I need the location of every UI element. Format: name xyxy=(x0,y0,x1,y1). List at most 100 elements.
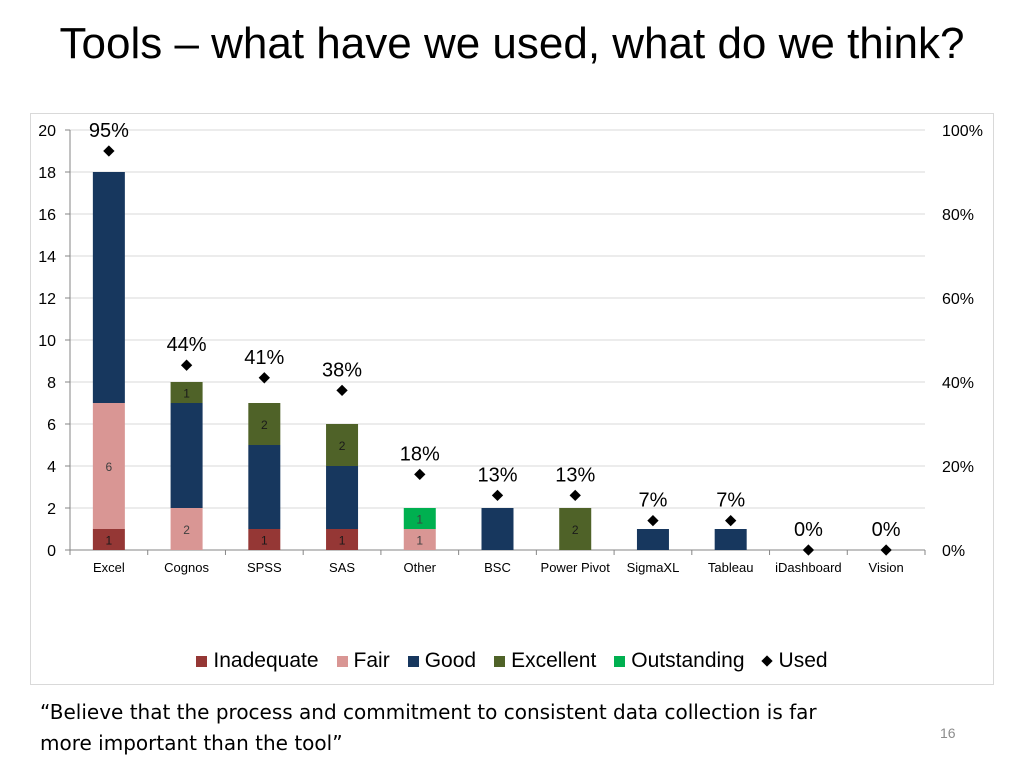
used-data-label: 13% xyxy=(477,464,517,486)
used-data-label: 0% xyxy=(794,519,823,541)
used-marker xyxy=(880,544,892,556)
used-data-label: 95% xyxy=(89,120,129,142)
y2-tick-label: 60% xyxy=(942,291,974,308)
used-data-label: 41% xyxy=(244,347,284,369)
bar-data-label: 1 xyxy=(183,387,190,401)
used-marker xyxy=(491,489,504,502)
x-tick-label: Excel xyxy=(93,560,125,575)
bar-segment-good xyxy=(714,529,747,550)
used-marker xyxy=(569,489,581,502)
bar-data-label: 1 xyxy=(416,513,423,527)
used-marker xyxy=(802,544,815,556)
bar-segment-inadequate xyxy=(92,529,125,550)
y-tick-label: 4 xyxy=(47,459,56,476)
y-tick-label: 6 xyxy=(47,417,56,434)
bar-segment-fair xyxy=(403,529,436,550)
bar-segment-excellent xyxy=(170,382,203,403)
y2-tick-label: 80% xyxy=(942,207,974,224)
bar-segment-fair xyxy=(92,403,125,529)
x-tick-label: iDashboard xyxy=(775,560,842,575)
legend-item-used: Used xyxy=(760,649,828,673)
bar-data-label: 2 xyxy=(339,439,346,453)
used-data-label: 0% xyxy=(872,519,901,541)
legend-item-excellent: Excellent xyxy=(494,649,596,673)
legend-swatch-fair xyxy=(336,655,348,667)
y-tick-label: 18 xyxy=(38,165,56,182)
used-marker xyxy=(414,468,426,481)
bar-segment-good xyxy=(170,403,203,508)
bar-segment-inadequate xyxy=(326,529,359,550)
x-tick-label: SPSS xyxy=(247,560,282,575)
x-tick-label: Vision xyxy=(869,560,904,575)
legend-swatch-good xyxy=(407,655,419,667)
used-marker xyxy=(336,384,348,397)
used-data-label: 18% xyxy=(400,443,440,465)
used-data-label: 38% xyxy=(322,359,362,381)
legend-swatch-inadequate xyxy=(196,655,208,667)
bar-segment-good xyxy=(248,445,281,529)
bar-data-label: 1 xyxy=(339,534,346,548)
bar-data-label: 2 xyxy=(261,418,268,432)
x-tick-label: Tableau xyxy=(708,560,754,575)
y-tick-label: 14 xyxy=(38,249,56,266)
legend-label-used: Used xyxy=(778,649,828,672)
used-marker xyxy=(258,372,270,384)
used-marker xyxy=(103,145,115,157)
used-data-label: 7% xyxy=(639,490,668,512)
used-data-label: 7% xyxy=(716,490,745,512)
legend-label-outstanding: Outstanding xyxy=(631,649,745,672)
legend-swatch-outstanding xyxy=(614,655,626,667)
y-tick-label: 12 xyxy=(38,291,56,308)
x-tick-label: SigmaXL xyxy=(627,560,680,575)
x-tick-label: BSC xyxy=(484,560,511,575)
y2-tick-label: 20% xyxy=(942,459,974,476)
bar-segment-excellent xyxy=(248,403,281,445)
x-tick-label: SAS xyxy=(329,560,355,575)
bar-data-label: 2 xyxy=(183,523,190,537)
bar-data-label: 6 xyxy=(106,460,113,474)
legend-label-excellent: Excellent xyxy=(511,649,597,672)
bar-segment-inadequate xyxy=(248,529,281,550)
x-tick-label: Other xyxy=(404,560,437,575)
slide-title: Tools – what have we used, what do we th… xyxy=(59,19,965,68)
legend-swatch-excellent xyxy=(494,655,506,667)
quote-text: “Believe that the process and commitment… xyxy=(40,700,817,755)
bar-data-label: 2 xyxy=(572,523,579,537)
page-number: 16 xyxy=(940,725,956,741)
legend-item-good: Good xyxy=(407,649,477,673)
used-marker xyxy=(647,514,659,527)
x-tick-label: Power Pivot xyxy=(541,560,611,575)
bar-segment-excellent xyxy=(559,508,592,550)
legend-diamond-used xyxy=(760,655,773,667)
y2-tick-label: 0% xyxy=(942,543,965,560)
bar-segment-excellent xyxy=(326,424,359,466)
y-tick-label: 0 xyxy=(47,543,56,560)
legend-label-inadequate: Inadequate xyxy=(213,649,319,672)
used-data-label: 13% xyxy=(555,464,595,486)
bar-segment-good xyxy=(92,172,125,403)
bar-segment-good xyxy=(481,508,514,550)
y-tick-label: 10 xyxy=(38,333,56,350)
bar-segment-outstanding xyxy=(403,508,436,529)
y-tick-label: 20 xyxy=(38,123,56,140)
bar-segment-good xyxy=(326,466,359,529)
bar-data-label: 1 xyxy=(261,534,268,548)
chart-legend: Inadequate Fair Good Excellent Outstandi… xyxy=(0,647,1024,675)
y2-tick-label: 100% xyxy=(942,123,983,140)
legend-item-fair: Fair xyxy=(336,649,390,673)
legend-label-good: Good xyxy=(424,649,477,672)
bar-data-label: 1 xyxy=(106,534,113,548)
legend-label-fair: Fair xyxy=(353,649,390,672)
y-tick-label: 8 xyxy=(47,375,56,392)
y-tick-label: 2 xyxy=(47,501,56,518)
bar-segment-good xyxy=(636,529,669,550)
y2-tick-label: 40% xyxy=(942,375,974,392)
used-data-label: 44% xyxy=(167,334,207,356)
x-tick-label: Cognos xyxy=(164,560,209,575)
legend-item-outstanding: Outstanding xyxy=(614,649,745,673)
used-marker xyxy=(725,514,737,527)
bar-data-label: 1 xyxy=(416,534,423,548)
y-tick-label: 16 xyxy=(38,207,56,224)
used-marker xyxy=(180,359,193,371)
